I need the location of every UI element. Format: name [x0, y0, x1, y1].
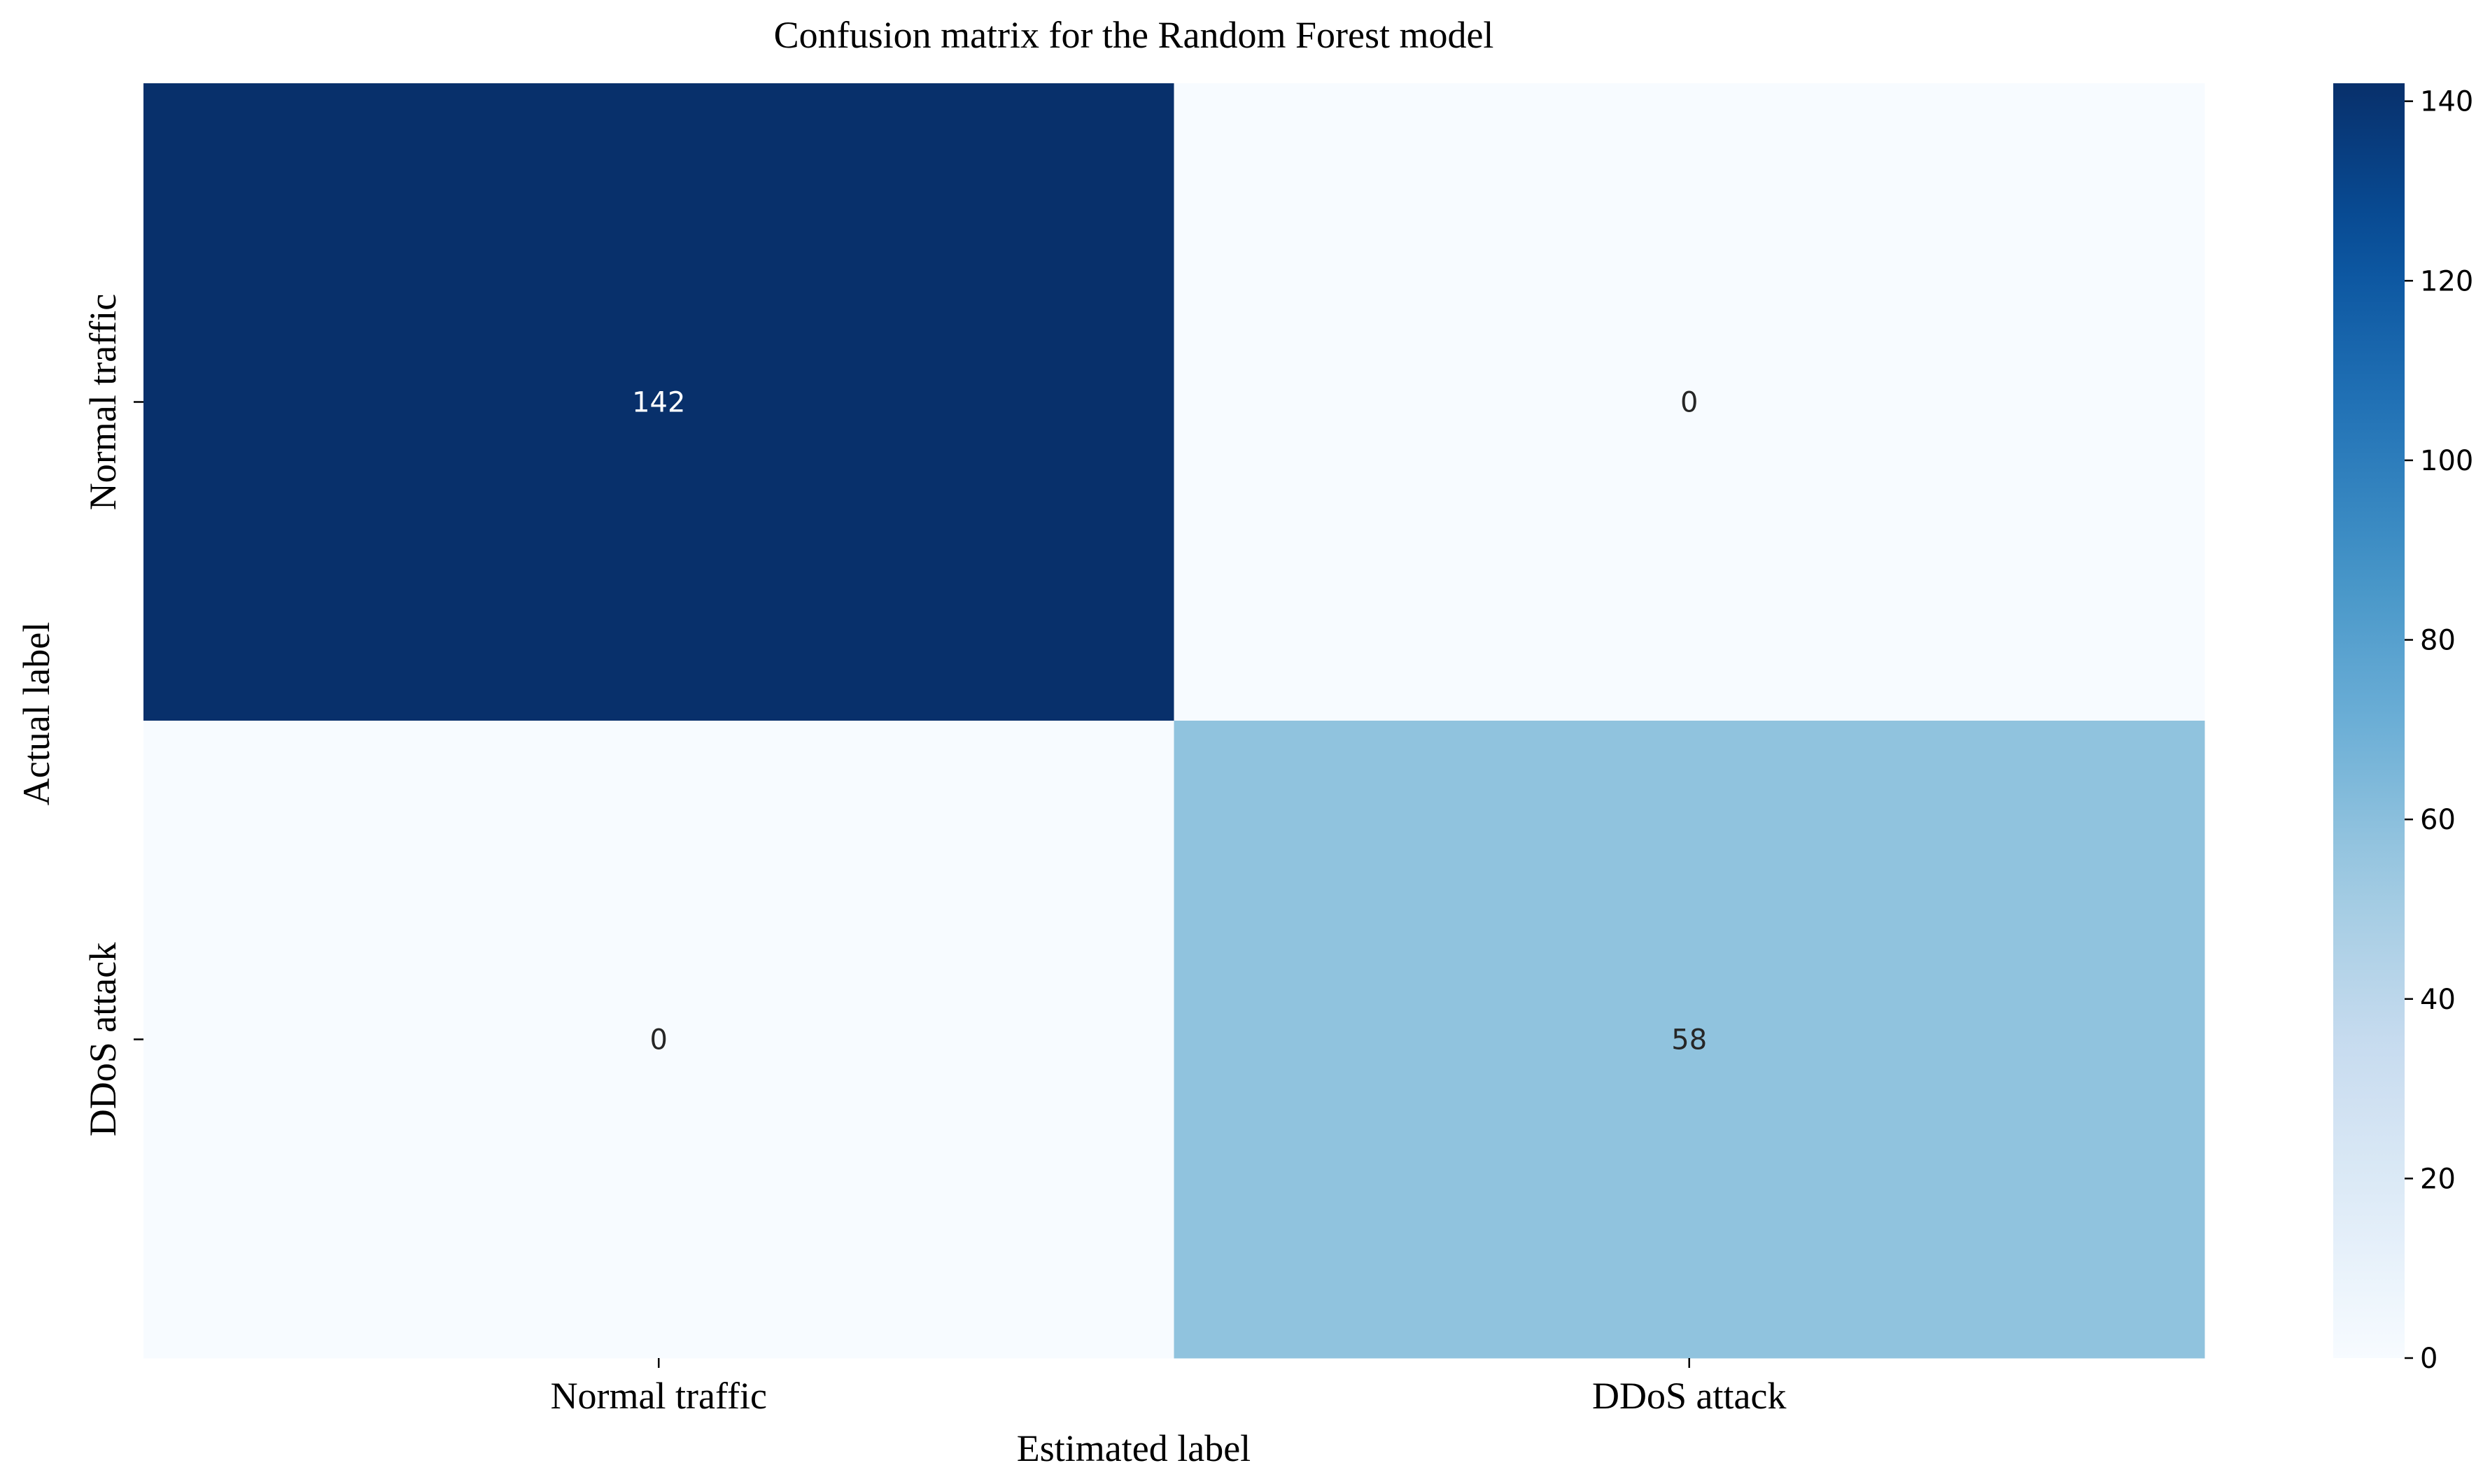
- colorbar-tick-label-4: 80: [2420, 625, 2456, 657]
- cell-label-r1-c0: 0: [650, 1024, 668, 1057]
- colorbar-tick-label-2: 40: [2420, 984, 2456, 1016]
- colorbar: 0 20 40 60 80 100 120 140: [2333, 83, 2473, 1375]
- cell-label-r1-c1: 58: [1671, 1024, 1707, 1057]
- cell-label-r0-c0: 142: [632, 387, 685, 419]
- y-tick-label-0: Normal traffic: [82, 294, 124, 510]
- heatmap-cell-r0-c0: [143, 83, 1174, 721]
- colorbar-tick-label-1: 20: [2420, 1163, 2456, 1195]
- colorbar-tick-label-6: 120: [2420, 265, 2473, 297]
- heatmap-cell-r0-c1: [1174, 83, 2205, 721]
- y-axis-ticks: Normal traffic DDoS attack: [82, 294, 143, 1136]
- cell-label-r0-c1: 0: [1680, 387, 1698, 419]
- colorbar-tick-label-3: 60: [2420, 804, 2456, 836]
- y-tick-label-1: DDoS attack: [82, 942, 124, 1136]
- colorbar-ticks: 0 20 40 60 80 100 120 140: [2405, 86, 2473, 1375]
- heatmap-cell-r1-c1: [1174, 721, 2205, 1359]
- heatmap-cell-r1-c0: [143, 721, 1174, 1359]
- x-axis-ticks: Normal traffic DDoS attack: [551, 1358, 1786, 1417]
- colorbar-tick-label-5: 100: [2420, 445, 2473, 477]
- y-axis-label: Actual label: [15, 622, 57, 805]
- heatmap-cells: [143, 83, 2205, 1359]
- colorbar-tick-label-0: 0: [2420, 1343, 2438, 1375]
- colorbar-gradient: [2333, 83, 2405, 1358]
- x-tick-label-1: DDoS attack: [1592, 1375, 1786, 1417]
- colorbar-tick-label-7: 140: [2420, 86, 2473, 118]
- x-axis-label: Estimated label: [1017, 1427, 1251, 1469]
- heatmap-annotations: 142 0 0 58: [632, 387, 1707, 1057]
- chart-title: Confusion matrix for the Random Forest m…: [774, 14, 1494, 56]
- x-tick-label-0: Normal traffic: [551, 1375, 767, 1417]
